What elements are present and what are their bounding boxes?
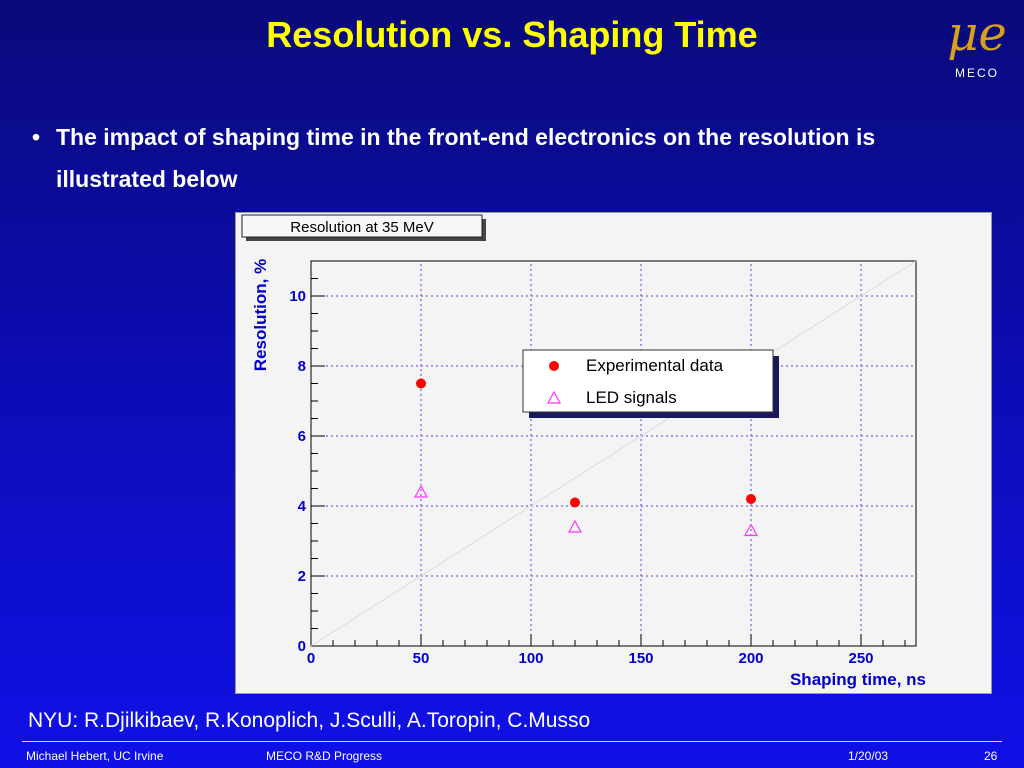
y-tick-label: 4 [298,498,307,515]
x-tick-labels: 0 50 100 150 200 250 [307,650,874,667]
experimental-data-point [416,378,426,389]
led-signal-point [743,523,759,537]
legend-led-label: LED signals [586,388,677,407]
slide-title: Resolution vs. Shaping Time [266,14,758,55]
logo-text: MECO [955,66,999,80]
x-tick-label: 250 [848,650,873,667]
axis-ticks [310,278,906,647]
footer-date: 1/20/03 [848,749,889,763]
meco-logo: μe MECO [935,6,1019,84]
bullet-text: The impact of shaping time in the front-… [56,124,876,192]
footer-page-number: 26 [984,749,998,763]
y-tick-label: 6 [298,428,306,445]
x-tick-label: 100 [518,650,543,667]
credits-text: NYU: R.Djilkibaev, R.Konoplich, J.Sculli… [28,709,591,732]
led-signal-point [413,484,429,498]
footer-author: Michael Hebert, UC Irvine [26,749,164,763]
legend-led-marker [546,390,562,404]
y-tick-label: 0 [298,638,306,655]
legend: Experimental data LED signals [522,349,779,418]
legend-experimental-label: Experimental data [586,356,724,375]
x-tick-label: 0 [307,650,315,667]
data-marks [413,378,759,537]
resolution-chart: Resolution at 35 MeV 0 50 100 150 200 250 0 2 4… [241,214,926,689]
x-tick-label: 200 [738,650,763,667]
y-axis-label: Resolution, % [251,259,270,371]
footer-talk: MECO R&D Progress [266,749,383,763]
diagonal-guide-line [310,260,917,647]
chart-title-box: Resolution at 35 MeV [241,214,486,241]
experimental-data-point [570,497,580,508]
bullet-icon: • [32,124,41,150]
led-signal-point [567,519,583,533]
experimental-data-point [746,494,756,504]
legend-experimental-marker [549,361,559,371]
chart-title: Resolution at 35 MeV [290,219,433,236]
mu-e-logo-icon: μe [947,6,1007,62]
y-tick-label: 10 [289,288,306,305]
y-tick-label: 2 [298,568,306,585]
footer-divider [22,741,1002,742]
y-tick-labels: 0 2 4 6 8 10 [289,288,306,655]
grid-lines [311,261,916,646]
y-tick-label: 8 [298,358,306,375]
x-axis-label: Shaping time, ns [790,670,926,689]
x-tick-label: 50 [413,650,430,667]
chart-panel: Resolution at 35 MeV 0 50 100 150 200 250 0 2 4… [235,212,992,694]
x-tick-label: 150 [628,650,653,667]
